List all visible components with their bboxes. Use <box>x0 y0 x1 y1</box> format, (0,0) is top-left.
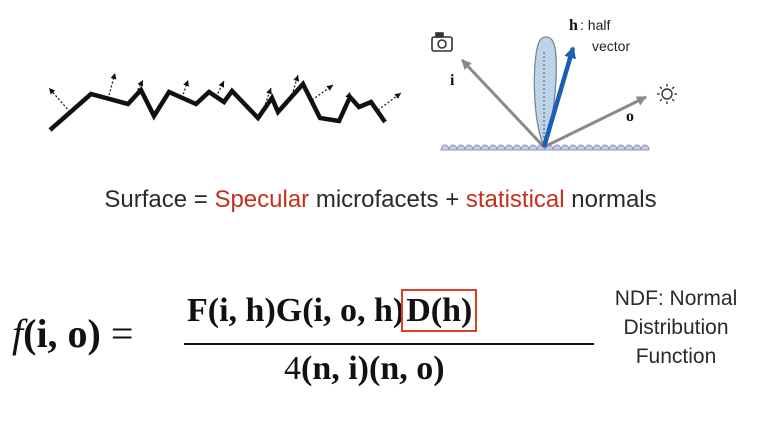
fraction-bar <box>184 343 594 345</box>
formula-denominator: 4(n, i)(n, o) <box>284 350 445 388</box>
facet-normals <box>48 72 402 113</box>
incident-vector <box>460 58 546 149</box>
caption-specular: Specular <box>214 186 310 213</box>
denominator-four: 4 <box>284 350 301 387</box>
brdf-formula: f(i, o) = F(i, h)G(i, o, h)D(h) 4(n, i)(… <box>12 280 602 410</box>
caption-part-3: normals <box>564 186 657 213</box>
rough-surface <box>48 80 387 132</box>
ndf-line-1: NDF: Normal <box>614 287 738 310</box>
outgoing-vector <box>543 95 647 149</box>
surface-bumps <box>440 144 650 151</box>
equals-sign: = <box>100 311 134 356</box>
caption-part-2: microfacets + <box>309 186 466 213</box>
ndf-note: NDF: Normal Distribution Function <box>596 284 756 371</box>
light-rays <box>460 46 647 149</box>
ndf-line-3: Function <box>635 345 717 368</box>
microfacet-diagrams: h : half vector i o <box>48 17 677 151</box>
numerator-fg: F(i, h)G(i, o, h) <box>187 292 405 329</box>
ndf-term-box: D(h) <box>401 289 478 332</box>
half-vector <box>541 46 576 148</box>
half-vector-label-1: : half <box>580 17 610 33</box>
denominator-dots: (n, i)(n, o) <box>301 350 445 387</box>
caption-part-1: Surface = <box>104 186 215 213</box>
h-label: h <box>569 17 578 34</box>
o-label: o <box>626 108 634 125</box>
lhs-function: f <box>12 311 24 356</box>
lhs-args: (i, o) <box>23 311 101 356</box>
surface-caption: Surface = Specular microfacets + statist… <box>0 186 761 214</box>
ndf-lobe <box>533 36 557 149</box>
sun-icon <box>657 84 677 104</box>
camera-icon <box>431 32 453 52</box>
half-vector-label-2: vector <box>592 38 630 54</box>
caption-statistical: statistical <box>465 186 565 213</box>
formula-lhs: f(i, o) = <box>12 310 133 357</box>
ndf-line-2: Distribution <box>623 316 729 339</box>
i-label: i <box>450 72 455 89</box>
formula-numerator: F(i, h)G(i, o, h)D(h) <box>187 289 478 332</box>
